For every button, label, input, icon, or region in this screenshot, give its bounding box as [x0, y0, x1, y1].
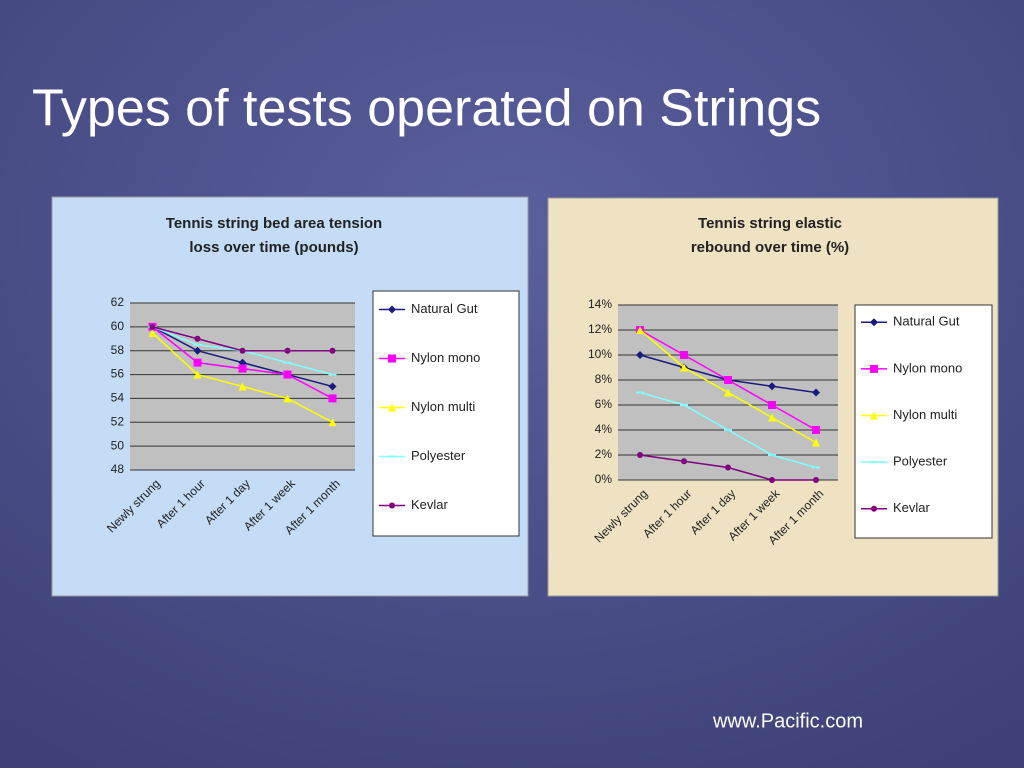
- y-tick-label: 14%: [588, 297, 612, 311]
- marker: [680, 351, 688, 359]
- slide-title: Types of tests operated on Strings: [32, 80, 821, 138]
- marker: [238, 364, 247, 373]
- marker: [283, 370, 292, 379]
- marker: [239, 347, 246, 354]
- marker: [724, 388, 732, 397]
- y-tick-label: 56: [111, 367, 125, 381]
- chart-title: Tennis string bed area tension loss over …: [166, 215, 382, 256]
- marker: [812, 438, 820, 447]
- marker: [149, 323, 156, 330]
- legend-marker: [388, 354, 396, 363]
- footer: www.Pacific.com: [712, 710, 863, 732]
- marker: [725, 464, 731, 471]
- y-tick-label: 6%: [595, 397, 613, 411]
- marker: [636, 391, 644, 394]
- y-tick-label: 52: [111, 414, 125, 428]
- legend-label: Nylon mono: [411, 350, 480, 365]
- marker: [283, 394, 292, 403]
- marker: [284, 347, 291, 354]
- y-tick-label: 60: [111, 319, 125, 333]
- marker: [680, 404, 688, 406]
- legend-label: Nylon multi: [411, 399, 475, 414]
- marker: [328, 382, 337, 391]
- marker: [328, 418, 337, 427]
- legend-marker: [870, 318, 878, 327]
- legend-marker: [388, 455, 396, 458]
- marker: [238, 382, 247, 391]
- marker: [724, 376, 732, 384]
- marker: [193, 346, 202, 355]
- legend-box: [372, 290, 520, 537]
- marker: [768, 401, 776, 409]
- legend-label: Polyester: [893, 454, 948, 469]
- y-tick-label: 58: [111, 343, 125, 357]
- marker: [193, 358, 202, 367]
- marker: [680, 363, 688, 372]
- legend-label: Nylon multi: [893, 407, 957, 422]
- legend-marker: [388, 403, 396, 412]
- legend-label: Kevlar: [411, 497, 449, 512]
- marker: [681, 458, 687, 465]
- legend-box: [854, 304, 993, 539]
- legend-label: Polyester: [411, 448, 466, 463]
- marker: [148, 328, 157, 337]
- marker: [812, 388, 820, 397]
- legend-marker: [389, 502, 395, 509]
- legend-marker: [870, 411, 878, 420]
- y-tick-label: 8%: [595, 372, 613, 386]
- marker: [194, 335, 201, 342]
- marker: [768, 413, 776, 422]
- legend-label: Kevlar: [893, 500, 931, 515]
- y-tick-label: 62: [111, 295, 125, 309]
- y-tick-label: 4%: [595, 422, 613, 436]
- marker: [637, 452, 643, 458]
- y-tick-label: 50: [111, 438, 125, 452]
- legend-marker: [870, 461, 878, 464]
- marker: [813, 477, 819, 483]
- marker: [193, 370, 202, 379]
- legend-marker: [870, 364, 878, 373]
- legend-label: Natural Gut: [411, 301, 478, 316]
- marker: [812, 466, 820, 469]
- y-tick-label: 54: [111, 391, 125, 405]
- legend-label: Natural Gut: [893, 314, 960, 329]
- y-tick-label: 12%: [588, 322, 612, 336]
- y-tick-label: 48: [111, 462, 125, 476]
- marker: [768, 454, 776, 456]
- marker: [329, 347, 336, 354]
- marker: [283, 361, 292, 364]
- marker: [724, 429, 732, 431]
- y-tick-label: 10%: [588, 347, 612, 361]
- y-tick-label: 2%: [595, 447, 613, 461]
- y-tick-label: 0%: [595, 472, 613, 486]
- legend-marker: [871, 505, 877, 512]
- marker: [768, 382, 776, 391]
- marker: [328, 394, 337, 403]
- legend-marker: [388, 305, 396, 314]
- marker: [193, 343, 202, 346]
- marker: [769, 477, 775, 483]
- marker: [328, 373, 337, 376]
- marker: [812, 426, 820, 434]
- legend-label: Nylon mono: [893, 360, 962, 375]
- chart-title: Tennis string elastic rebound over time (…: [691, 215, 849, 256]
- marker: [636, 326, 644, 334]
- marker: [636, 351, 644, 359]
